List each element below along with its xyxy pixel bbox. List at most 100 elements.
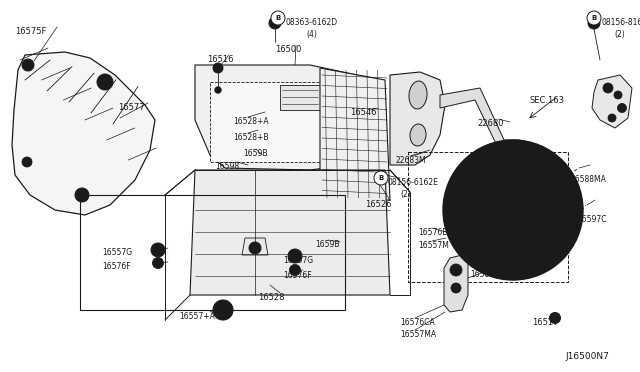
- Circle shape: [618, 103, 627, 112]
- Circle shape: [588, 17, 600, 29]
- Text: 16526: 16526: [365, 200, 392, 209]
- Text: 08156-6162E: 08156-6162E: [388, 178, 439, 187]
- Text: 16577: 16577: [118, 103, 145, 112]
- Circle shape: [291, 252, 299, 260]
- Text: 16528+A: 16528+A: [233, 117, 269, 126]
- Polygon shape: [12, 52, 155, 215]
- Text: (2): (2): [614, 30, 625, 39]
- Circle shape: [289, 264, 301, 276]
- Text: 16500: 16500: [275, 45, 301, 54]
- Text: 16576CA: 16576CA: [400, 318, 435, 327]
- Circle shape: [443, 140, 583, 280]
- Ellipse shape: [410, 124, 426, 146]
- Circle shape: [614, 91, 622, 99]
- Text: 16557+A: 16557+A: [179, 312, 215, 321]
- Text: 1659B: 1659B: [243, 149, 268, 158]
- Circle shape: [22, 157, 32, 167]
- Circle shape: [591, 20, 596, 26]
- Text: 16577F: 16577F: [510, 270, 539, 279]
- Circle shape: [587, 11, 601, 25]
- Text: 22683M: 22683M: [395, 156, 426, 165]
- Text: 16557MA: 16557MA: [400, 330, 436, 339]
- Text: 16546: 16546: [350, 108, 376, 117]
- Circle shape: [544, 161, 552, 169]
- Text: 08156-8161E: 08156-8161E: [601, 18, 640, 27]
- Circle shape: [213, 63, 223, 73]
- Circle shape: [451, 283, 461, 293]
- Circle shape: [450, 264, 462, 276]
- Circle shape: [152, 257, 163, 269]
- Circle shape: [156, 260, 161, 266]
- Text: SEC.163: SEC.163: [530, 96, 565, 105]
- Circle shape: [22, 59, 34, 71]
- Polygon shape: [444, 255, 468, 312]
- Circle shape: [269, 17, 281, 29]
- Polygon shape: [195, 65, 385, 170]
- Circle shape: [271, 11, 285, 25]
- Text: 16516M: 16516M: [470, 245, 500, 254]
- Circle shape: [221, 308, 225, 312]
- Circle shape: [97, 74, 113, 90]
- Polygon shape: [280, 85, 320, 110]
- Text: 16598: 16598: [215, 162, 239, 171]
- Circle shape: [101, 78, 109, 86]
- Text: 16576P: 16576P: [518, 255, 547, 264]
- Polygon shape: [592, 75, 632, 128]
- Text: 22680: 22680: [477, 119, 504, 128]
- Text: 16528: 16528: [258, 293, 285, 302]
- Circle shape: [24, 160, 29, 164]
- Polygon shape: [320, 68, 390, 200]
- Circle shape: [26, 62, 31, 67]
- Polygon shape: [390, 72, 445, 165]
- Circle shape: [79, 192, 86, 199]
- Bar: [80, 195, 345, 310]
- Circle shape: [288, 249, 302, 263]
- Text: B: B: [378, 175, 383, 181]
- Text: J16500N7: J16500N7: [565, 352, 609, 361]
- Text: 16580N: 16580N: [470, 270, 500, 279]
- Ellipse shape: [409, 81, 427, 109]
- Text: 16528+B: 16528+B: [233, 133, 269, 142]
- Text: 16588MA: 16588MA: [570, 175, 606, 184]
- Text: 16557G: 16557G: [283, 256, 313, 265]
- Text: 16557G: 16557G: [102, 248, 132, 257]
- Polygon shape: [190, 170, 390, 295]
- Bar: [210, 82, 355, 162]
- Circle shape: [151, 243, 165, 257]
- Text: (4): (4): [306, 30, 317, 39]
- Text: 08363-6162D: 08363-6162D: [285, 18, 337, 27]
- Text: 1659B: 1659B: [315, 240, 339, 249]
- Circle shape: [218, 305, 228, 315]
- Text: 16597C: 16597C: [577, 215, 607, 224]
- Polygon shape: [242, 238, 268, 255]
- Text: 16575F: 16575F: [15, 27, 46, 36]
- Text: (2): (2): [400, 190, 411, 199]
- Circle shape: [374, 171, 388, 185]
- Text: B: B: [275, 15, 280, 21]
- Circle shape: [552, 315, 557, 321]
- Circle shape: [273, 20, 278, 26]
- Circle shape: [154, 246, 162, 254]
- Circle shape: [608, 114, 616, 122]
- Circle shape: [550, 312, 561, 324]
- Circle shape: [603, 83, 613, 93]
- Circle shape: [461, 158, 565, 262]
- Text: 16576F: 16576F: [283, 271, 312, 280]
- Circle shape: [215, 87, 221, 93]
- Circle shape: [213, 300, 233, 320]
- Circle shape: [478, 175, 548, 245]
- Circle shape: [540, 157, 556, 173]
- Polygon shape: [498, 140, 525, 165]
- Polygon shape: [440, 88, 505, 148]
- Circle shape: [75, 188, 89, 202]
- Text: B: B: [591, 15, 596, 21]
- Circle shape: [292, 267, 298, 273]
- Text: 16557M: 16557M: [418, 241, 449, 250]
- Bar: [408, 152, 568, 282]
- Text: 16500M: 16500M: [453, 207, 484, 216]
- Text: 16516: 16516: [207, 55, 234, 64]
- Text: 16576E: 16576E: [418, 228, 447, 237]
- Text: 16517: 16517: [532, 318, 559, 327]
- Circle shape: [249, 242, 261, 254]
- Text: 16576F: 16576F: [102, 262, 131, 271]
